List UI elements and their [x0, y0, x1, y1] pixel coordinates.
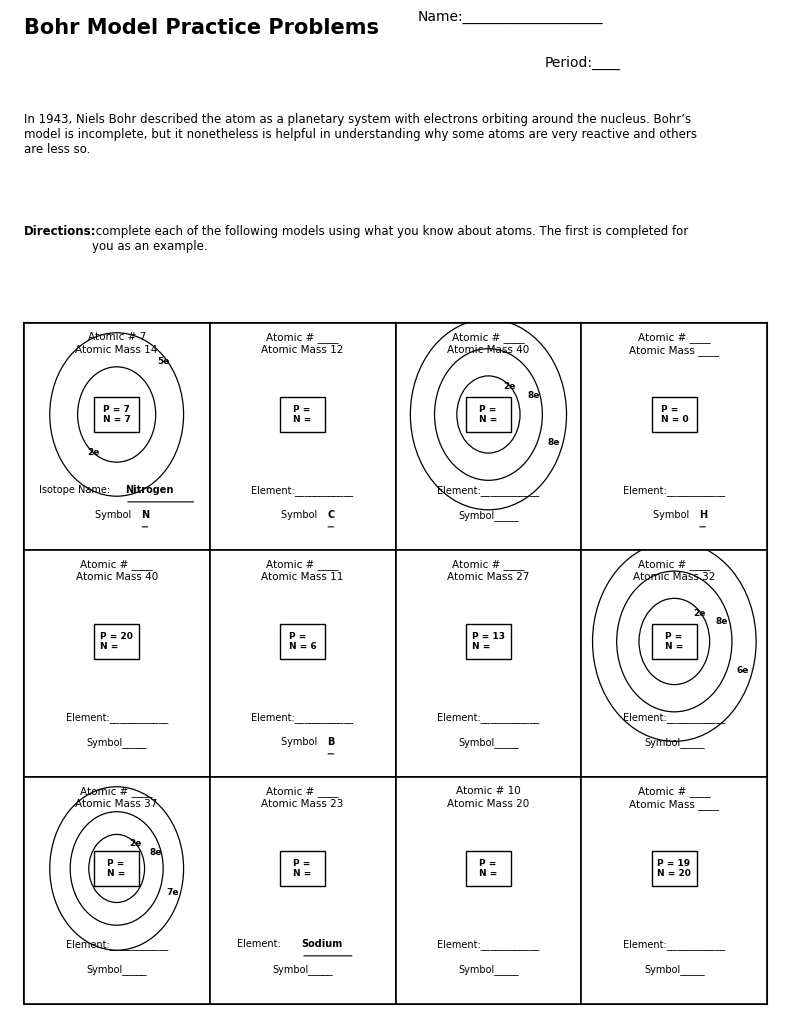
Text: Symbol: Symbol	[282, 510, 324, 520]
Text: 6e: 6e	[736, 666, 748, 675]
Text: Element:____________: Element:____________	[437, 939, 539, 949]
FancyBboxPatch shape	[652, 851, 697, 886]
Text: Symbol_____: Symbol_____	[458, 737, 519, 748]
Text: Atomic Mass 11: Atomic Mass 11	[261, 572, 344, 583]
Text: Symbol_____: Symbol_____	[86, 964, 147, 975]
Text: Atomic # ____: Atomic # ____	[452, 332, 524, 343]
Text: 2e: 2e	[129, 840, 142, 849]
Text: Bohr Model Practice Problems: Bohr Model Practice Problems	[24, 17, 379, 38]
Text: Atomic Mass 40: Atomic Mass 40	[76, 572, 157, 583]
Text: complete each of the following models using what you know about atoms. The first: complete each of the following models us…	[92, 225, 688, 253]
Text: Atomic Mass 27: Atomic Mass 27	[447, 572, 530, 583]
Text: 7e: 7e	[166, 888, 179, 897]
Text: Atomic # ____: Atomic # ____	[638, 785, 710, 797]
FancyBboxPatch shape	[280, 397, 325, 432]
Text: H: H	[699, 510, 707, 520]
Text: N: N	[142, 510, 149, 520]
Text: P = 13
N =: P = 13 N =	[472, 632, 505, 651]
FancyBboxPatch shape	[94, 851, 139, 886]
Text: Atomic # ____: Atomic # ____	[452, 559, 524, 569]
Text: In 1943, Niels Bohr described the atom as a planetary system with electrons orbi: In 1943, Niels Bohr described the atom a…	[24, 113, 697, 156]
Text: P =
N =: P = N =	[293, 404, 312, 424]
Text: Atomic Mass 23: Atomic Mass 23	[261, 799, 344, 809]
FancyBboxPatch shape	[652, 397, 697, 432]
Text: Atomic Mass ____: Atomic Mass ____	[630, 345, 719, 356]
Text: Atomic # ____: Atomic # ____	[267, 332, 339, 343]
Text: 8e: 8e	[149, 848, 161, 856]
Text: 8e: 8e	[716, 616, 729, 626]
Text: Symbol_____: Symbol_____	[644, 737, 705, 748]
Text: Symbol_____: Symbol_____	[86, 737, 147, 748]
Text: Directions:: Directions:	[24, 225, 97, 239]
Text: Atomic Mass ____: Atomic Mass ____	[630, 799, 719, 810]
Text: Atomic Mass 37: Atomic Mass 37	[75, 799, 158, 809]
Text: P = 20
N =: P = 20 N =	[100, 632, 133, 651]
Text: 2e: 2e	[693, 609, 706, 618]
Text: Atomic Mass 32: Atomic Mass 32	[633, 572, 716, 583]
FancyBboxPatch shape	[466, 624, 511, 659]
Text: P =
N =: P = N =	[108, 859, 126, 879]
Text: P = 7
N = 7: P = 7 N = 7	[103, 404, 131, 424]
Text: Atomic # ____: Atomic # ____	[267, 559, 339, 569]
Text: B: B	[327, 737, 335, 746]
Text: Atomic # ____: Atomic # ____	[81, 785, 153, 797]
Text: Element:____________: Element:____________	[623, 484, 725, 496]
Text: C: C	[327, 510, 335, 520]
Text: Element:____________: Element:____________	[623, 939, 725, 949]
Text: Atomic # ____: Atomic # ____	[638, 559, 710, 569]
Text: Atomic Mass 12: Atomic Mass 12	[261, 345, 344, 355]
FancyBboxPatch shape	[652, 624, 697, 659]
Text: Atomic # ____: Atomic # ____	[267, 785, 339, 797]
Text: P =
N =: P = N =	[293, 859, 312, 879]
Text: 2e: 2e	[503, 382, 516, 391]
Text: 2e: 2e	[87, 447, 99, 457]
Text: P = 19
N = 20: P = 19 N = 20	[657, 859, 691, 879]
FancyBboxPatch shape	[280, 624, 325, 659]
Text: Symbol: Symbol	[282, 737, 324, 746]
Text: Symbol: Symbol	[653, 510, 695, 520]
Text: Element:____________: Element:____________	[437, 484, 539, 496]
Text: Element:: Element:	[237, 939, 285, 949]
Text: Element:____________: Element:____________	[623, 712, 725, 723]
Text: Atomic # ____: Atomic # ____	[81, 559, 153, 569]
Text: P =
N = 6: P = N = 6	[289, 632, 316, 651]
Text: P =
N =: P = N =	[665, 632, 683, 651]
Text: Element:____________: Element:____________	[66, 712, 168, 723]
Text: 5e: 5e	[157, 357, 170, 367]
Text: Nitrogen: Nitrogen	[125, 484, 173, 495]
Text: 8e: 8e	[547, 437, 559, 446]
Text: Element:____________: Element:____________	[252, 484, 354, 496]
Text: Element:____________: Element:____________	[437, 712, 539, 723]
FancyBboxPatch shape	[466, 851, 511, 886]
Text: Symbol_____: Symbol_____	[644, 964, 705, 975]
Text: Atomic # ____: Atomic # ____	[638, 332, 710, 343]
Text: Atomic Mass 20: Atomic Mass 20	[448, 799, 529, 809]
Text: Atomic # 7: Atomic # 7	[88, 332, 146, 342]
FancyBboxPatch shape	[466, 397, 511, 432]
Text: P =
N = 0: P = N = 0	[660, 404, 688, 424]
Text: P =
N =: P = N =	[479, 404, 498, 424]
Text: 8e: 8e	[527, 391, 539, 400]
Text: Atomic Mass 14: Atomic Mass 14	[75, 345, 158, 355]
Text: Atomic Mass 40: Atomic Mass 40	[448, 345, 529, 355]
Text: Atomic # 10: Atomic # 10	[456, 785, 520, 796]
Text: Symbol: Symbol	[96, 510, 138, 520]
Text: Symbol_____: Symbol_____	[272, 964, 333, 975]
Text: Sodium: Sodium	[301, 939, 343, 949]
FancyBboxPatch shape	[94, 624, 139, 659]
Text: Name:____________________: Name:____________________	[418, 10, 604, 25]
Text: Symbol_____: Symbol_____	[458, 510, 519, 521]
Text: P =
N =: P = N =	[479, 859, 498, 879]
FancyBboxPatch shape	[94, 397, 139, 432]
Text: Period:____: Period:____	[544, 56, 620, 71]
FancyBboxPatch shape	[280, 851, 325, 886]
Text: Isotope Name:: Isotope Name:	[39, 484, 113, 495]
Text: Element:____________: Element:____________	[66, 939, 168, 949]
Text: Symbol_____: Symbol_____	[458, 964, 519, 975]
Text: Element:____________: Element:____________	[252, 712, 354, 723]
Text: Isotope Name: ​Nitrogen: Isotope Name: ​Nitrogen	[39, 484, 155, 495]
